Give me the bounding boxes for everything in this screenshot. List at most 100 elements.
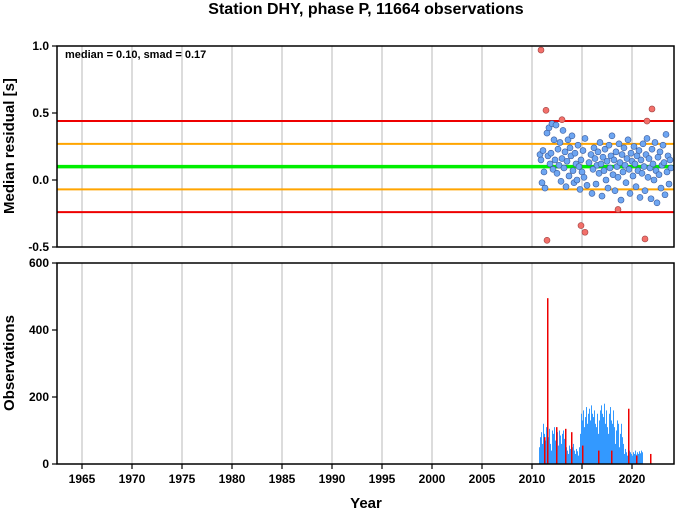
residual-reference-lines xyxy=(57,120,674,214)
observations-bar xyxy=(614,427,615,464)
observations-bar xyxy=(549,428,550,464)
residual-outlier-point xyxy=(577,222,585,229)
observations-bar xyxy=(611,420,612,464)
residual-point xyxy=(655,171,663,178)
residual-point xyxy=(662,131,670,138)
observations-plot-area xyxy=(57,263,674,464)
residual-point xyxy=(555,161,563,169)
residual-point xyxy=(612,148,620,156)
year-x-tick-label: 2005 xyxy=(469,472,496,486)
observations-bar xyxy=(553,433,554,464)
residual-point xyxy=(563,157,571,165)
residual-point xyxy=(552,121,560,129)
observations-bar xyxy=(638,453,639,464)
observations-bar xyxy=(540,437,541,464)
residual-point xyxy=(610,156,618,164)
observations-bar xyxy=(594,410,595,464)
residual-point xyxy=(663,168,671,176)
observations-bar xyxy=(613,410,614,464)
residual-outlier-point xyxy=(558,116,566,123)
observations-highlight-bar xyxy=(611,450,613,464)
observations-highlight-bar xyxy=(650,453,652,464)
residual-y-axis-label: Median residual [s] xyxy=(1,78,18,214)
residual-point xyxy=(643,135,651,142)
observations-bar xyxy=(563,430,564,464)
residual-point xyxy=(631,160,639,168)
residual-point xyxy=(595,170,603,177)
residual-point xyxy=(605,141,613,149)
residual-point xyxy=(608,132,616,140)
residual-point xyxy=(617,196,625,204)
residual-point xyxy=(636,194,644,201)
observations-bar xyxy=(583,410,584,464)
residual-point xyxy=(571,149,579,157)
observations-bar xyxy=(591,405,592,464)
observations-highlight-bar xyxy=(547,298,549,464)
residual-point xyxy=(564,136,572,144)
residual-point xyxy=(641,187,649,195)
residual-point xyxy=(541,184,549,192)
observations-bar xyxy=(604,403,605,464)
residual-outlier-point xyxy=(542,107,550,114)
residual-point xyxy=(540,168,548,176)
observations-highlight-bar xyxy=(598,450,600,464)
year-x-tick-label: 2010 xyxy=(519,472,546,486)
residual-point xyxy=(645,155,653,162)
residual-point xyxy=(558,155,566,162)
observations-bar xyxy=(610,407,611,464)
residual-point xyxy=(556,139,564,146)
observations-bar xyxy=(612,423,613,464)
observations-bar xyxy=(559,430,560,464)
observations-bar xyxy=(599,420,600,464)
observations-bar xyxy=(580,433,581,464)
residual-point xyxy=(639,140,647,148)
year-x-tick-label: 2020 xyxy=(619,472,646,486)
residual-point xyxy=(538,179,546,186)
residual-point xyxy=(599,153,607,161)
observations-bar xyxy=(626,452,627,464)
residual-outlier-point xyxy=(641,235,649,243)
residual-point xyxy=(657,184,665,192)
residual-point xyxy=(566,144,574,152)
observations-plot-frame xyxy=(56,262,675,465)
observations-bar xyxy=(541,432,542,464)
residual-point xyxy=(649,160,657,168)
residual-plot-frame xyxy=(56,45,675,248)
observations-bar xyxy=(641,450,642,464)
observations-bar xyxy=(620,433,621,464)
residual-point xyxy=(575,163,583,170)
residual-point xyxy=(547,149,555,157)
residual-point xyxy=(644,174,652,181)
residual-point xyxy=(583,182,591,189)
observations-bar xyxy=(577,451,578,464)
residual-point xyxy=(659,141,667,149)
residual-point xyxy=(598,192,606,200)
year-x-tick-label: 1965 xyxy=(69,472,96,486)
residual-outlier-point xyxy=(643,117,651,125)
observations-highlight-bar xyxy=(544,437,546,464)
residual-point xyxy=(560,164,568,172)
residual-y-tick-label: 1.0 xyxy=(32,39,49,53)
observations-bar xyxy=(609,413,610,464)
residual-point xyxy=(589,165,597,173)
year-x-tick-label: 2000 xyxy=(419,472,446,486)
observations-highlight-bar xyxy=(582,445,584,464)
observations-y-tick-label: 200 xyxy=(29,390,49,404)
observations-bar xyxy=(598,433,599,464)
residual-point xyxy=(549,165,557,173)
observations-bar xyxy=(605,423,606,464)
residual-point xyxy=(580,174,588,181)
observations-bar xyxy=(564,438,565,464)
residual-point xyxy=(632,183,640,190)
residual-point xyxy=(629,172,637,180)
residual-point xyxy=(626,190,634,197)
residual-y-tick-label: 0.0 xyxy=(32,173,49,187)
residual-points xyxy=(536,46,675,244)
observations-bar xyxy=(622,437,623,464)
residual-point xyxy=(665,180,673,188)
observations-bar xyxy=(600,410,601,464)
observations-bar xyxy=(558,445,559,464)
residual-point xyxy=(620,144,628,152)
year-x-tick-label: 2015 xyxy=(569,472,596,486)
